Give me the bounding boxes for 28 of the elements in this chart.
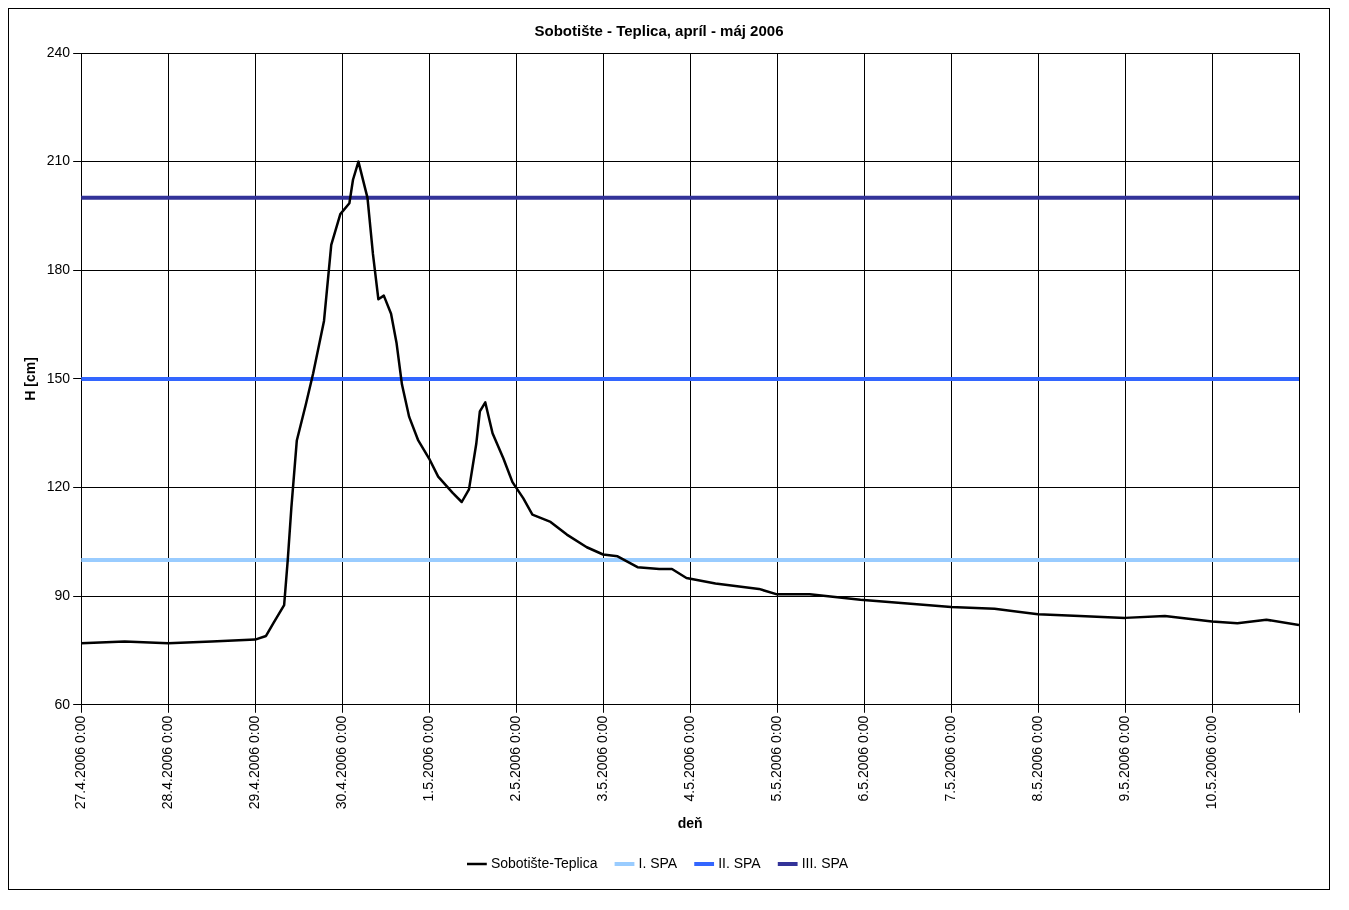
- y-tick-label: 120: [46, 478, 71, 495]
- y-tick-label: 210: [46, 152, 71, 169]
- legend-label: Sobotište-Teplica: [490, 854, 598, 871]
- y-tick-label: 60: [54, 695, 71, 712]
- y-tick-label: 240: [46, 43, 71, 60]
- legend-label: I. SPA: [638, 854, 678, 871]
- legend-label: III. SPA: [801, 854, 849, 871]
- y-tick-label: 150: [46, 369, 71, 386]
- y-tick-label: 90: [54, 587, 71, 604]
- x-tick-label: 6.5.2006 0:00: [854, 715, 871, 802]
- y-tick-label: 180: [46, 261, 71, 278]
- y-axis-title: H [cm]: [22, 357, 39, 401]
- x-tick-label: 30.4.2006 0:00: [332, 715, 349, 810]
- x-tick-label: 27.4.2006 0:00: [72, 715, 89, 810]
- x-tick-label: 28.4.2006 0:00: [159, 715, 176, 810]
- x-tick-label: 4.5.2006 0:00: [680, 715, 697, 802]
- legend-label: II. SPA: [718, 854, 762, 871]
- x-tick-label: 29.4.2006 0:00: [246, 715, 262, 810]
- x-tick-label: 5.5.2006 0:00: [767, 715, 784, 802]
- x-axis-title: deň: [677, 815, 703, 832]
- x-tick-label: 3.5.2006 0:00: [593, 715, 610, 802]
- x-tick-label: 2.5.2006 0:00: [506, 715, 523, 802]
- x-tick-label: 9.5.2006 0:00: [1115, 715, 1132, 802]
- x-tick-label: 7.5.2006 0:00: [941, 715, 958, 802]
- x-tick-label: 8.5.2006 0:00: [1028, 715, 1045, 802]
- chart-title: Sobotište - Teplica, apríl - máj 2006: [534, 22, 784, 40]
- x-tick-label: 1.5.2006 0:00: [419, 715, 436, 802]
- x-tick-label: 10.5.2006 0:00: [1202, 715, 1219, 810]
